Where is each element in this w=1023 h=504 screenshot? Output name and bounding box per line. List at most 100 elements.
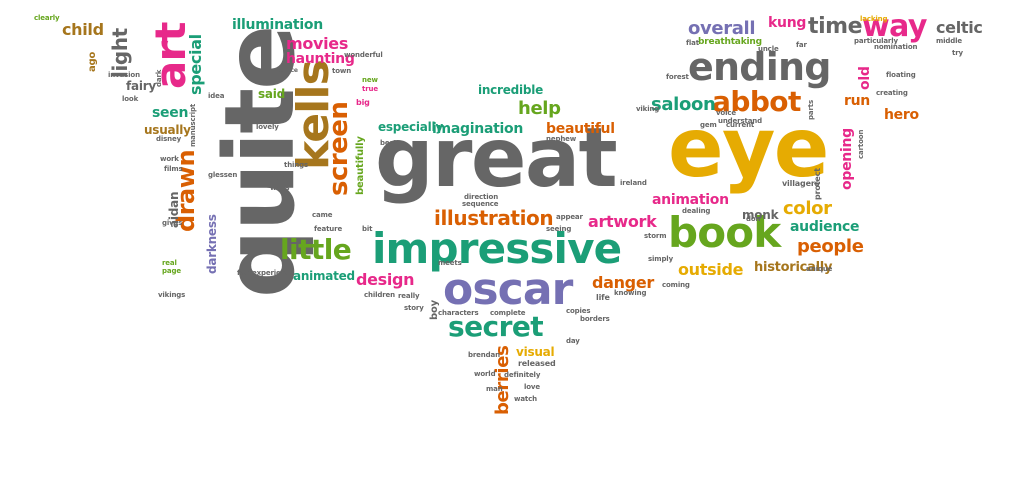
word-historically: historically	[754, 260, 833, 275]
word-lovely: lovely	[256, 123, 279, 131]
word-don: don	[746, 215, 761, 223]
word-page: page	[162, 267, 181, 275]
word-new: new	[362, 76, 378, 84]
word-beautiful: beautiful	[546, 121, 615, 137]
word-old: old	[857, 66, 873, 90]
word-day: day	[566, 337, 580, 345]
word-meets: meets	[438, 259, 462, 267]
word-nephew: nephew	[546, 135, 577, 143]
word-opening: opening	[839, 128, 855, 190]
word-wonderful: wonderful	[344, 51, 383, 59]
word-borders: borders	[580, 315, 610, 323]
word-clearly: clearly	[34, 14, 60, 22]
word-incredible: incredible	[478, 83, 543, 97]
word-parts: parts	[807, 100, 815, 120]
word-man: man	[486, 385, 503, 393]
word-people: people	[797, 236, 864, 257]
word-really: really	[398, 292, 420, 300]
word-animation: animation	[652, 192, 729, 208]
word-current: current	[726, 121, 755, 129]
word-oscar: oscar	[443, 264, 573, 315]
word-nomination: nomination	[874, 43, 918, 51]
word-fairy: fairy	[126, 79, 156, 93]
word-haunting: haunting	[286, 51, 355, 67]
word-unique: unique	[806, 265, 833, 273]
word-voice: voice	[716, 109, 736, 117]
word-fact: fact	[237, 269, 252, 277]
word-storm: storm	[644, 232, 667, 240]
word-audience: audience	[790, 219, 860, 235]
word-fun: fun	[272, 174, 285, 182]
word-imagination: imagination	[432, 121, 524, 137]
word-overall: overall	[688, 18, 756, 39]
word-special: special	[186, 34, 205, 95]
word-abbot: abbot	[712, 85, 801, 118]
word-ireland: ireland	[620, 179, 647, 187]
word-flat: flat	[686, 39, 699, 47]
word-middle: middle	[936, 37, 963, 45]
word-manuscript: manuscript	[189, 103, 197, 147]
word-watch: watch	[514, 395, 537, 403]
word-big: big	[356, 98, 370, 107]
word-feature: feature	[314, 225, 343, 233]
word-usually: usually	[144, 123, 191, 137]
word-source: source	[276, 67, 298, 74]
word-town: town	[332, 67, 352, 75]
word-story: story	[404, 304, 424, 312]
word-monk: monk	[742, 208, 779, 222]
word-children: children	[364, 291, 396, 299]
word-love: love	[524, 383, 540, 391]
word-real: real	[162, 259, 177, 267]
word-help: help	[518, 98, 561, 119]
word-illustration: illustration	[434, 206, 554, 230]
word-design: design	[356, 270, 415, 289]
word-copies: copies	[566, 307, 591, 315]
word-darkness: darkness	[205, 214, 219, 274]
word-gem: gem	[700, 121, 717, 129]
word-child: child	[62, 20, 104, 39]
word-movies: movies	[286, 34, 349, 53]
word-dealing: dealing	[682, 207, 711, 215]
word-lacking: lacking	[860, 15, 888, 23]
word-brendan: brendan	[468, 351, 500, 359]
word-celtic: celtic	[936, 18, 983, 37]
word-kung: kung	[768, 15, 807, 31]
word-try: try	[952, 49, 963, 57]
word-creating: creating	[876, 89, 908, 97]
word-direction: direction	[464, 193, 499, 201]
word-danger: danger	[592, 273, 654, 292]
word-ending: ending	[688, 45, 832, 89]
word-world: world	[474, 370, 496, 378]
word-saloon: saloon	[651, 94, 716, 115]
word-villagers: villagers	[782, 179, 820, 188]
word-sequence: sequence	[462, 200, 499, 208]
word-way: way	[862, 9, 927, 44]
word-vikings: vikings	[158, 291, 186, 299]
word-forest: forest	[666, 73, 689, 81]
word-great: great	[375, 111, 618, 206]
word-coming: coming	[662, 281, 690, 289]
word-true: true	[362, 85, 378, 93]
word-run: run	[844, 93, 870, 109]
word-simply: simply	[648, 255, 673, 263]
word-said: said	[258, 87, 285, 101]
word-seeing: seeing	[546, 225, 572, 233]
word-outside: outside	[678, 260, 744, 279]
word-walls: walls	[270, 184, 290, 192]
word-floating: floating	[886, 71, 916, 79]
word-seen: seen	[152, 105, 189, 121]
word-illumination: illumination	[232, 17, 323, 33]
word-particularly: particularly	[854, 37, 898, 45]
word-films: films	[164, 165, 183, 173]
word-disney: disney	[156, 135, 182, 143]
word-animated: animated	[293, 269, 355, 283]
word-artwork: artwork	[588, 212, 657, 231]
word-definitely: definitely	[504, 371, 541, 379]
word-protect: protect	[813, 168, 822, 200]
word-characters: characters	[438, 309, 479, 317]
word-knowing: knowing	[614, 289, 647, 297]
word-life: life	[596, 293, 610, 302]
word-color: color	[783, 198, 832, 219]
word-eye: eye	[668, 101, 829, 196]
